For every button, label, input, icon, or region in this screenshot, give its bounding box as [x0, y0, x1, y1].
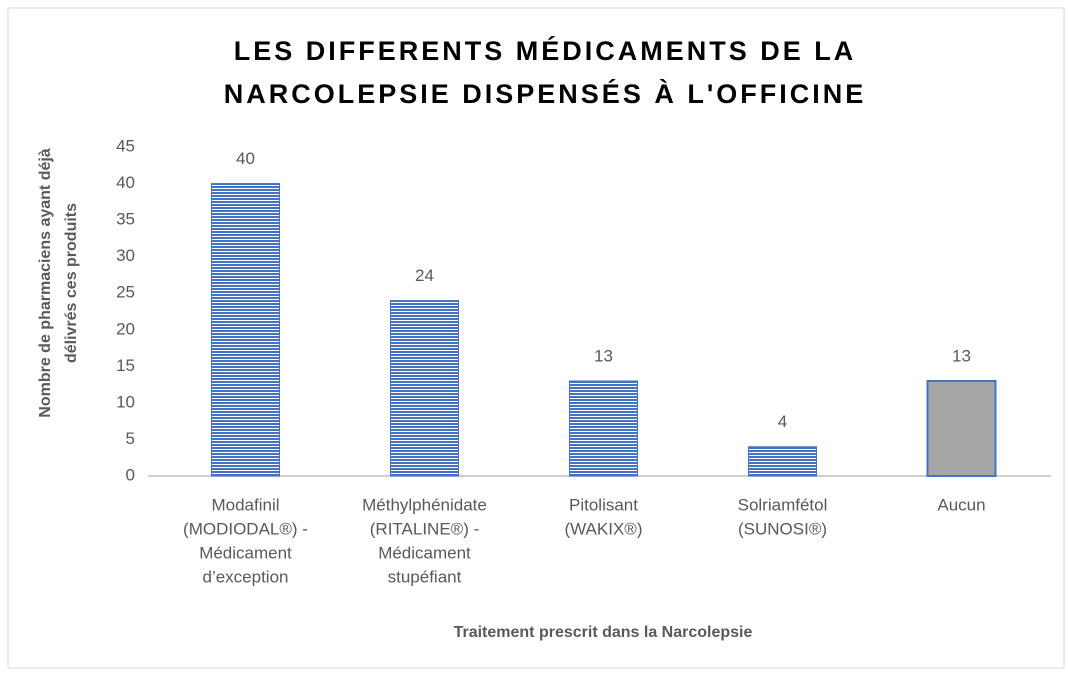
y-tick-label: 10 [116, 392, 135, 411]
chart-title: NARCOLEPSIE DISPENSÉS À L'OFFICINE [224, 78, 867, 109]
x-tick-label: (MODIODAL®) - [183, 519, 308, 538]
bar [211, 183, 280, 477]
data-label: 13 [594, 346, 613, 365]
x-tick-label: stupéfiant [388, 567, 462, 586]
x-tick-label: Médicament [199, 543, 292, 562]
data-label: 13 [952, 346, 971, 365]
data-label: 24 [415, 266, 434, 285]
x-tick-label: Méthylphénidate [362, 495, 487, 514]
y-tick-label: 35 [116, 210, 135, 229]
y-tick-label: 15 [116, 356, 135, 375]
x-tick-label: Aucun [937, 495, 985, 514]
x-tick-label: (WAKIX®) [564, 519, 642, 538]
y-tick-label: 45 [116, 136, 135, 155]
y-tick-label: 0 [126, 465, 135, 484]
y-tick-label: 30 [116, 246, 135, 265]
x-tick-label: Médicament [378, 543, 471, 562]
y-axis-label: Nombre de pharmaciens ayant déjà [37, 148, 54, 418]
y-tick-label: 20 [116, 319, 135, 338]
x-tick-label: Modafinil [211, 495, 279, 514]
data-label: 4 [778, 412, 787, 431]
y-tick-label: 5 [126, 429, 135, 448]
x-tick-label: d’exception [202, 567, 288, 586]
x-tick-label: (RITALINE®) - [370, 519, 480, 538]
x-tick-label: Pitolisant [569, 495, 638, 514]
chart-title: LES DIFFERENTS MÉDICAMENTS DE LA [234, 35, 857, 66]
x-axis-label: Traitement prescrit dans la Narcolepsie [454, 624, 753, 641]
y-axis-label: délivrés ces produits [63, 203, 80, 363]
chart-frame [7, 7, 1065, 669]
data-label: 40 [236, 149, 255, 168]
bar [926, 379, 997, 478]
y-tick-label: 40 [116, 173, 135, 192]
bar [569, 380, 638, 477]
x-tick-label: (SUNOSI®) [738, 519, 827, 538]
bar [748, 446, 817, 477]
y-tick-label: 25 [116, 283, 135, 302]
x-tick-label: Solriamfétol [738, 495, 828, 514]
bar [390, 300, 459, 477]
